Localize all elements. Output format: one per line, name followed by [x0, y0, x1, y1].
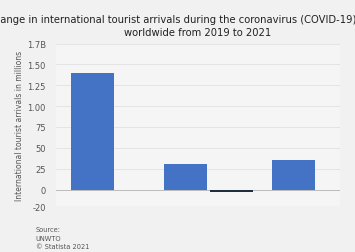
Title: Change in international tourist arrivals during the coronavirus (COVID-19) pande: Change in international tourist arrivals… — [0, 15, 355, 38]
Bar — [210, 190, 253, 192]
Bar — [71, 73, 114, 190]
Bar — [164, 165, 207, 190]
Y-axis label: International tourist arrivals in millions: International tourist arrivals in millio… — [15, 51, 24, 200]
Bar — [272, 161, 315, 190]
Text: Source:
UNWTO
© Statista 2021: Source: UNWTO © Statista 2021 — [36, 227, 89, 249]
